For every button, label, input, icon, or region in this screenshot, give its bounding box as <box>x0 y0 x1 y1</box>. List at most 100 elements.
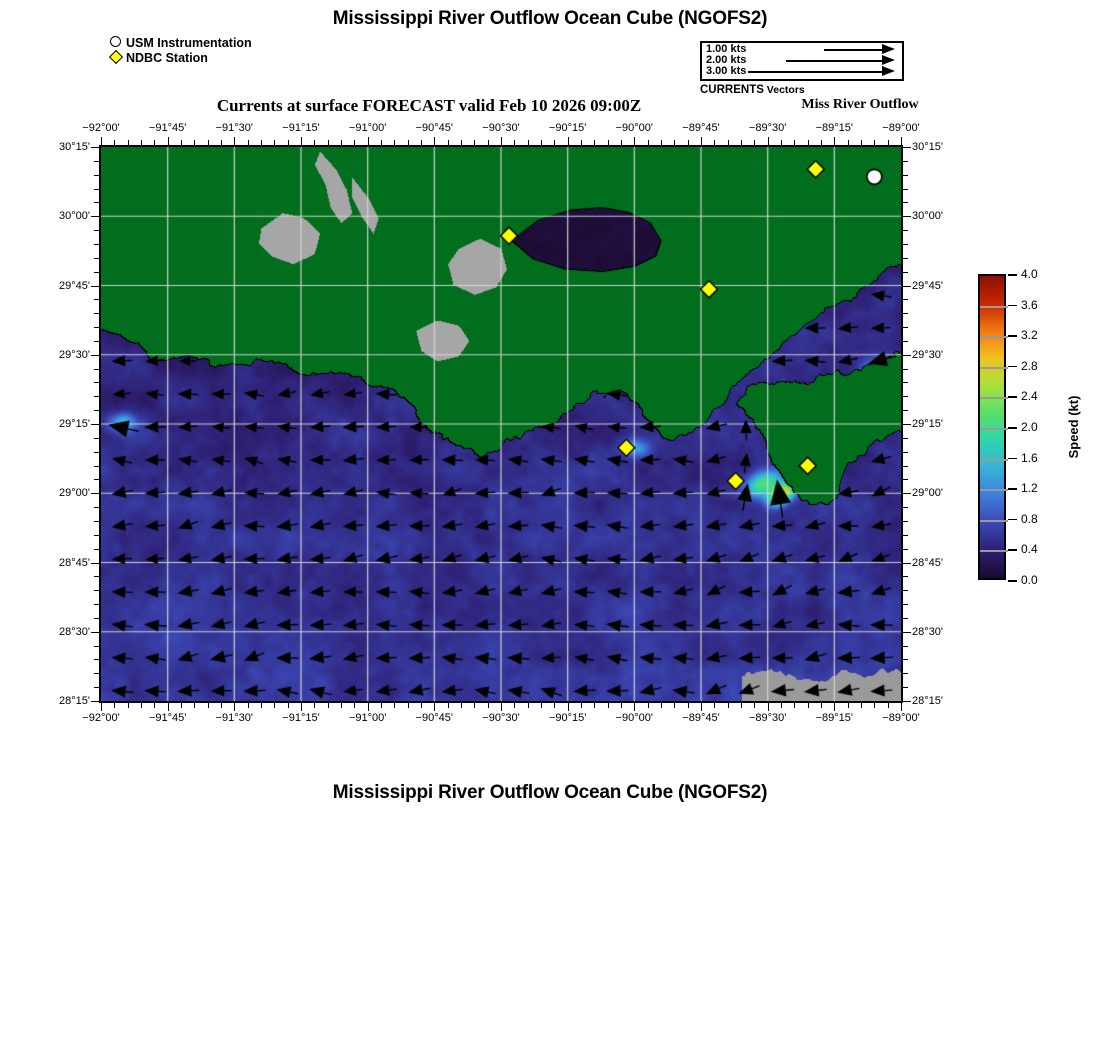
y-axis-label-right: 30°15' <box>912 141 943 153</box>
axis-tick-x <box>594 703 596 708</box>
y-axis-label-left: 29°45' <box>59 279 90 292</box>
colorbar-tick-label: 2.0 <box>1021 420 1038 434</box>
colorbar-tick <box>1008 365 1017 368</box>
vector-legend-caption-rest: Vectors <box>763 84 805 96</box>
axis-tick-y <box>903 216 911 218</box>
x-axis-label-top: −91°15' <box>282 122 320 134</box>
colorbar-segment-line <box>980 336 1008 339</box>
axis-tick-x <box>874 703 876 708</box>
y-axis-label-left: 28°15' <box>59 695 90 707</box>
axis-tick-y <box>903 645 908 647</box>
vector-legend-caption: CURRENTS Vectors <box>700 84 805 96</box>
x-axis-label-bottom: −89°00' <box>882 712 920 724</box>
vector-shaft-2 <box>786 60 882 62</box>
colorbar-segment-line <box>980 305 1008 308</box>
axis-tick-y <box>903 576 908 578</box>
x-axis-label-top: −91°45' <box>148 122 187 134</box>
axis-tick-x <box>501 703 502 711</box>
axis-tick-y <box>903 243 908 245</box>
vector-legend-caption-bold: CURRENTS <box>700 84 764 96</box>
axis-tick-x <box>501 137 502 145</box>
axis-tick-x <box>634 703 636 711</box>
colorbar-tick <box>1008 396 1017 398</box>
axis-tick-x <box>727 703 729 708</box>
axis-tick-x <box>154 703 156 708</box>
legend-item-usm: USM Instrumentation <box>108 36 252 50</box>
x-axis-label-top: −89°45' <box>682 122 720 134</box>
x-axis-label-top: −90°30' <box>482 122 520 134</box>
axis-tick-x <box>407 703 409 708</box>
colorbar-segment-line <box>980 489 1008 492</box>
axis-tick-x <box>861 703 862 708</box>
axis-tick-y <box>903 174 908 176</box>
colorbar-tick-label: 3.2 <box>1021 328 1038 343</box>
axis-tick-y <box>903 382 908 384</box>
axis-tick-y <box>903 230 908 232</box>
colorbar-tick-label: 1.6 <box>1021 450 1038 465</box>
y-axis-label-right: 29°00' <box>912 487 943 500</box>
axis-tick-y <box>903 437 908 439</box>
vector-arrowhead-2 <box>882 55 895 65</box>
colorbar-segment-line <box>980 428 1008 430</box>
colorbar-tick <box>1008 335 1017 337</box>
y-axis-label-left: 29°00' <box>59 487 90 500</box>
axis-tick-x <box>234 137 236 145</box>
legend-item-ndbc-label: NDBC Station <box>126 51 208 65</box>
x-axis-label-bottom: −89°45' <box>682 712 720 724</box>
axis-tick-x <box>767 703 769 711</box>
x-axis-label-top: −90°15' <box>548 122 587 134</box>
axis-tick-x <box>834 137 836 145</box>
page-footer-title: Mississippi River Outflow Ocean Cube (NG… <box>332 782 768 803</box>
x-axis-label-bottom: −91°30' <box>215 712 254 724</box>
axis-tick-y <box>903 493 911 495</box>
axis-tick-y <box>91 701 99 702</box>
axis-tick-y <box>903 410 908 412</box>
map-plot-area[interactable] <box>99 145 903 703</box>
circle-marker-icon <box>108 36 126 50</box>
axis-tick-y <box>903 701 911 702</box>
y-axis-label-left: 28°30' <box>59 625 90 638</box>
vector-scale-row-3: 3.00 kts <box>706 65 898 77</box>
axis-tick-x <box>567 703 569 711</box>
y-axis-label-left: 30°15' <box>59 141 90 153</box>
x-axis-label-top: −92°00' <box>82 122 120 134</box>
axis-tick-x <box>807 703 809 708</box>
colorbar-segment-line <box>980 458 1008 461</box>
axis-tick-y <box>903 147 911 148</box>
colorbar-segment-line <box>980 519 1008 522</box>
vector-arrowhead-3 <box>882 66 895 76</box>
axis-tick-x <box>687 703 689 708</box>
axis-tick-y <box>903 424 911 425</box>
axis-tick-y <box>91 631 99 633</box>
axis-tick-y <box>903 368 908 370</box>
axis-tick-y <box>903 313 908 315</box>
y-axis-label-right: 29°45' <box>912 279 943 292</box>
current-speed-map[interactable] <box>101 147 901 701</box>
axis-tick-x <box>207 703 209 708</box>
axis-tick-x <box>701 137 702 145</box>
axis-tick-y <box>91 562 99 564</box>
axis-tick-y <box>903 548 908 550</box>
x-axis-label-top: −90°00' <box>615 122 654 134</box>
x-axis-label-top: −89°00' <box>882 122 920 134</box>
colorbar-tick-label: 1.2 <box>1021 481 1038 496</box>
forecast-subtitle: Currents at surface FORECAST valid Feb 1… <box>216 96 642 115</box>
x-axis-label-bottom: −89°30' <box>748 712 787 724</box>
axis-tick-x <box>701 703 702 711</box>
y-axis-label-right: 28°15' <box>912 695 943 707</box>
axis-tick-x <box>794 703 796 708</box>
axis-tick-x <box>167 703 169 711</box>
axis-tick-y <box>91 147 99 148</box>
x-axis-label-bottom: −91°00' <box>348 712 387 724</box>
axis-tick-y <box>91 354 99 356</box>
axis-tick-x <box>434 137 436 145</box>
page-title: Mississippi River Outflow Ocean Cube (NG… <box>332 8 768 29</box>
axis-tick-y <box>903 673 908 675</box>
axis-tick-y <box>903 604 908 606</box>
axis-tick-x <box>901 137 902 145</box>
axis-tick-y <box>903 479 908 481</box>
colorbar-tick <box>1008 457 1017 460</box>
axis-tick-y <box>903 271 908 273</box>
y-axis-label-left: 30°00' <box>59 210 90 223</box>
x-axis-label-bottom: −91°15' <box>282 712 320 724</box>
